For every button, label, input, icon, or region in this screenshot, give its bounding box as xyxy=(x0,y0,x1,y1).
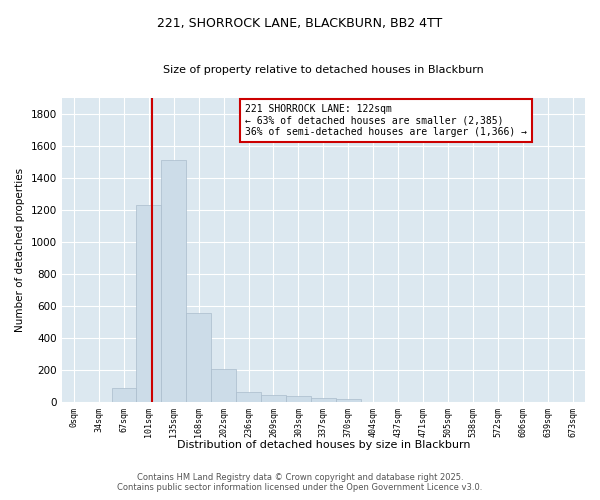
Text: 221 SHORROCK LANE: 122sqm
← 63% of detached houses are smaller (2,385)
36% of se: 221 SHORROCK LANE: 122sqm ← 63% of detac… xyxy=(245,104,527,138)
Bar xyxy=(136,204,161,402)
Title: Size of property relative to detached houses in Blackburn: Size of property relative to detached ho… xyxy=(163,65,484,75)
Text: 221, SHORROCK LANE, BLACKBURN, BB2 4TT: 221, SHORROCK LANE, BLACKBURN, BB2 4TT xyxy=(157,18,443,30)
Bar xyxy=(211,368,236,402)
Bar xyxy=(161,160,186,402)
Bar xyxy=(336,399,361,402)
Bar xyxy=(286,396,311,402)
Y-axis label: Number of detached properties: Number of detached properties xyxy=(15,168,25,332)
Bar xyxy=(261,395,286,402)
Text: Contains HM Land Registry data © Crown copyright and database right 2025.
Contai: Contains HM Land Registry data © Crown c… xyxy=(118,473,482,492)
Bar xyxy=(311,398,336,402)
Bar xyxy=(112,388,136,402)
Bar xyxy=(236,392,261,402)
Bar xyxy=(186,312,211,402)
X-axis label: Distribution of detached houses by size in Blackburn: Distribution of detached houses by size … xyxy=(176,440,470,450)
